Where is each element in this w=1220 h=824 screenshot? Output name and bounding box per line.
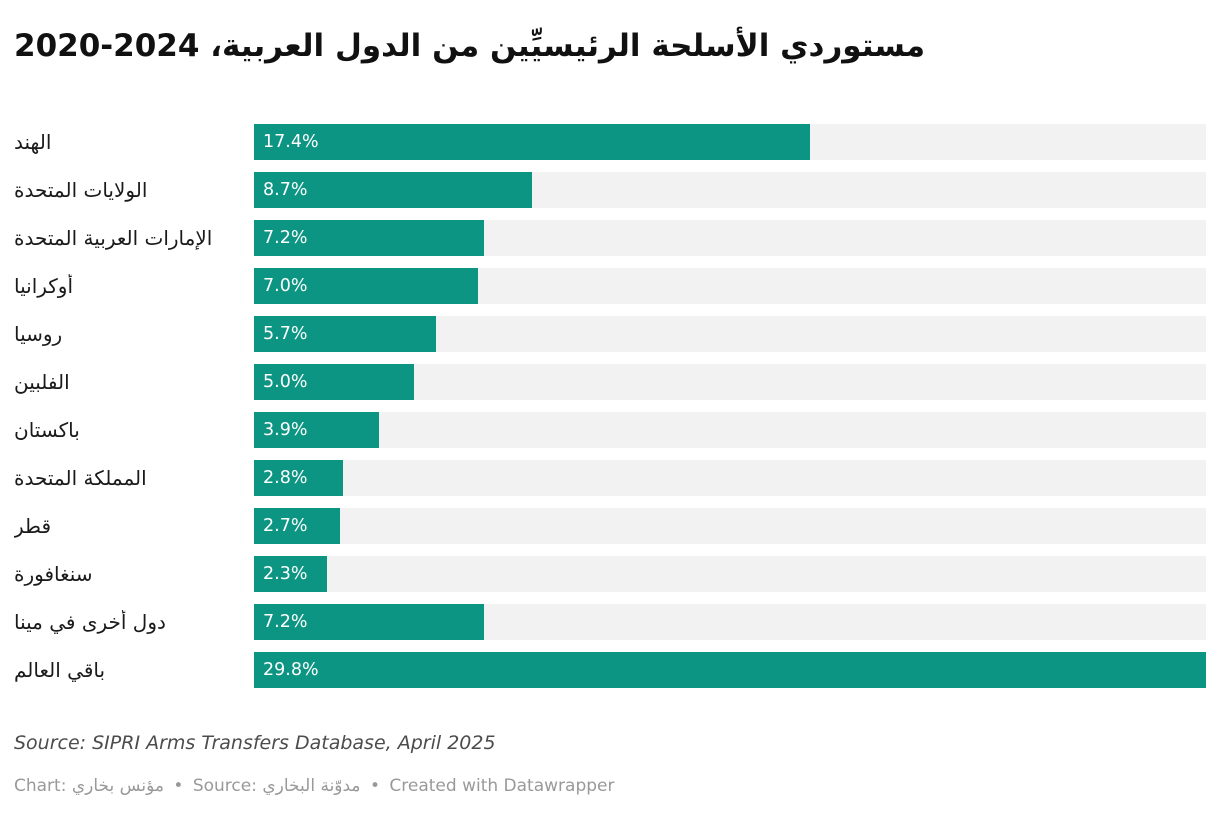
bar: 5.0% (254, 364, 414, 401)
bar-track: 2.7% (254, 508, 1206, 545)
bar-row: روسيا 5.7% (14, 310, 1206, 358)
chart-credit: Chart: مؤنس بخاري (14, 776, 164, 797)
value-label: 7.2% (263, 612, 308, 633)
bar-track: 29.8% (254, 652, 1206, 689)
bar-track: 5.0% (254, 364, 1206, 401)
category-label: سنغافورة (14, 562, 93, 587)
category-label: الفلبين (14, 370, 70, 395)
category-label: روسيا (14, 322, 63, 347)
chart-page: مستوردي الأسلحة الرئيسيِّين من الدول الع… (14, 28, 1206, 796)
value-label: 2.3% (263, 564, 308, 585)
category-label: قطر (14, 514, 52, 539)
value-label: 7.0% (263, 276, 308, 297)
bar: 2.7% (254, 508, 341, 545)
value-label: 8.7% (263, 180, 308, 201)
value-label: 5.0% (263, 372, 308, 393)
category-label: باقي العالم (14, 658, 106, 683)
category-label: باكستان (14, 418, 80, 443)
bar: 7.2% (254, 220, 484, 257)
bar-track: 7.2% (254, 220, 1206, 257)
bar-row: باقي العالم 29.8% (14, 646, 1206, 694)
bar-row: قطر 2.7% (14, 502, 1206, 550)
bar-row: المملكة المتحدة 2.8% (14, 454, 1206, 502)
value-label: 17.4% (263, 132, 319, 153)
bar-track: 3.9% (254, 412, 1206, 449)
value-label: 2.8% (263, 468, 308, 489)
source-note: Source: SIPRI Arms Transfers Database, A… (14, 732, 496, 755)
datawrapper-credit[interactable]: Created with Datawrapper (389, 776, 615, 797)
value-label: 5.7% (263, 324, 308, 345)
bar: 17.4% (254, 124, 810, 161)
value-label: 3.9% (263, 420, 308, 441)
bar: 2.8% (254, 460, 344, 497)
bar-row: باكستان 3.9% (14, 406, 1206, 454)
bar-row: سنغافورة 2.3% (14, 550, 1206, 598)
category-label: المملكة المتحدة (14, 466, 147, 491)
bar-row: الفلبين 5.0% (14, 358, 1206, 406)
credit-separator: • (173, 776, 184, 797)
bar-row: دول أخرى في مينا 7.2% (14, 598, 1206, 646)
bar: 5.7% (254, 316, 437, 353)
bar-track: 7.2% (254, 604, 1206, 641)
bar-track: 2.3% (254, 556, 1206, 593)
bar-row: الولايات المتحدة 8.7% (14, 166, 1206, 214)
bar: 3.9% (254, 412, 379, 449)
category-label: الهند (14, 130, 52, 155)
value-label: 2.7% (263, 516, 308, 537)
bar: 8.7% (254, 172, 532, 209)
bar-track: 8.7% (254, 172, 1206, 209)
bar: 2.3% (254, 556, 328, 593)
bar-row: الإمارات العربية المتحدة 7.2% (14, 214, 1206, 262)
bar: 7.0% (254, 268, 478, 305)
bar-track: 7.0% (254, 268, 1206, 305)
chart-title: مستوردي الأسلحة الرئيسيِّين من الدول الع… (14, 28, 926, 64)
category-label: أوكرانيا (14, 274, 74, 299)
value-label: 7.2% (263, 228, 308, 249)
category-label: دول أخرى في مينا (14, 610, 166, 635)
bar: 29.8% (254, 652, 1206, 689)
bar-chart: الهند 17.4% الولايات المتحدة 8.7% الإمارات ا… (14, 118, 1206, 694)
bar-row: الهند 17.4% (14, 118, 1206, 166)
footer-credits: Chart: مؤنس بخاري • Source: مدوّنة البخا… (14, 776, 1206, 796)
bar-track: 2.8% (254, 460, 1206, 497)
category-label: الولايات المتحدة (14, 178, 148, 203)
source-credit: Source: مدوّنة البخاري (192, 776, 361, 797)
bar-track: 5.7% (254, 316, 1206, 353)
bar-track: 17.4% (254, 124, 1206, 161)
bar-row: أوكرانيا 7.0% (14, 262, 1206, 310)
bar: 7.2% (254, 604, 484, 641)
credit-separator: • (369, 776, 380, 797)
value-label: 29.8% (263, 660, 319, 681)
category-label: الإمارات العربية المتحدة (14, 226, 213, 251)
